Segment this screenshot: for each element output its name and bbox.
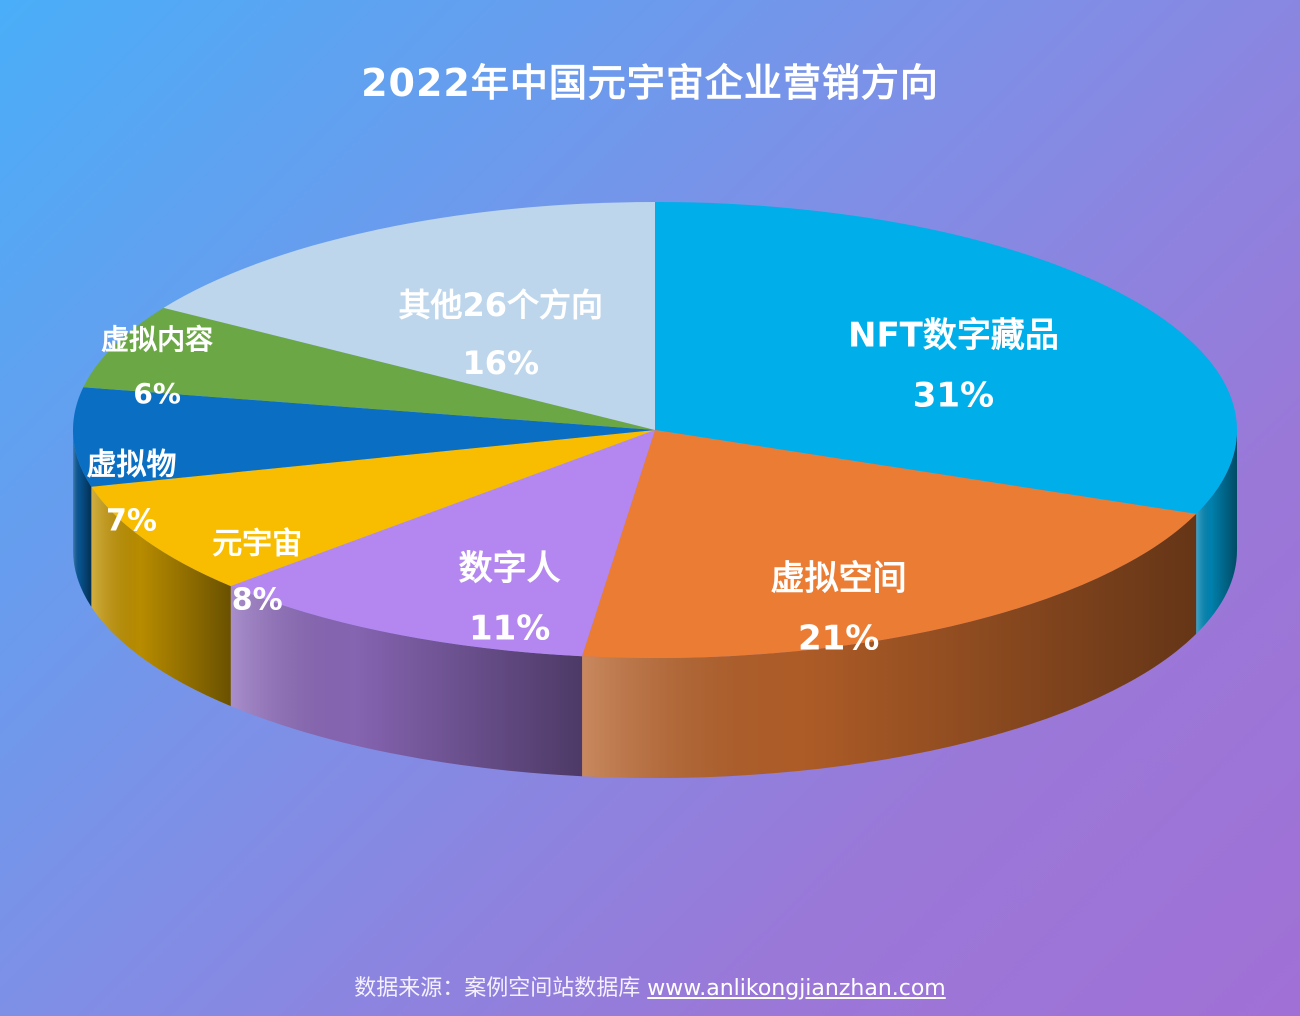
- source-text: 数据来源：案例空间站数据库: [354, 976, 641, 1001]
- slice-4-top: [91, 430, 655, 587]
- slice-7-top: [163, 202, 656, 430]
- slice-2-value-label: 21%: [798, 619, 879, 659]
- slice-7-value-label: 16%: [462, 344, 539, 382]
- slice-3-top: [230, 430, 655, 657]
- slice-5-top: [73, 387, 656, 487]
- slice-1-side-shade: [1196, 430, 1237, 634]
- slice-2-label: 虚拟空间: [771, 559, 907, 599]
- slice-5-side-shade: [73, 430, 92, 607]
- slice-3-value-label: 11%: [469, 609, 550, 649]
- slice-3-label: 数字人: [459, 549, 561, 589]
- slice-3-side-shade: [230, 586, 583, 777]
- slice-1-value-label: 31%: [913, 376, 994, 416]
- slice-1-top: [655, 202, 1237, 514]
- slice-4-value-label: 8%: [232, 583, 283, 618]
- slice-6-value-label: 6%: [133, 377, 181, 410]
- slice-4-side-shade: [91, 486, 231, 707]
- slice-6-top: [83, 307, 655, 430]
- chart-title: 2022年中国元宇宙企业营销方向: [361, 61, 939, 105]
- slice-1-label: NFT数字藏品: [848, 316, 1059, 356]
- slice-2-side-shade: [582, 513, 1197, 778]
- slice-7-label: 其他26个方向: [399, 286, 604, 324]
- source-note: 数据来源：案例空间站数据库 www.anlikongjianzhan.com: [0, 970, 1300, 1002]
- source-link[interactable]: www.anlikongjianzhan.com: [647, 976, 946, 1001]
- slice-4-label: 元宇宙: [212, 527, 302, 562]
- slice-5-value-label: 7%: [106, 503, 157, 538]
- slice-5-label: 虚拟物: [86, 447, 176, 482]
- slice-6-label: 虚拟内容: [101, 323, 213, 356]
- slice-2-top: [582, 430, 1197, 658]
